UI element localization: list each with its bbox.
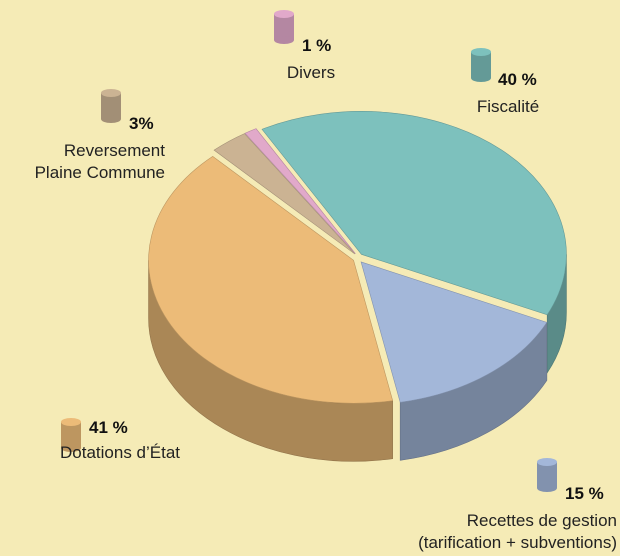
legend-icon xyxy=(471,52,491,78)
slice xyxy=(244,128,356,254)
slice xyxy=(261,111,567,316)
category-label: Recettes de gestion (tarification + subv… xyxy=(418,511,617,552)
legend-icon xyxy=(101,93,121,119)
slice xyxy=(148,156,394,404)
legend-icon xyxy=(537,484,557,492)
category-label: Reversement Plaine Commune xyxy=(34,141,165,182)
legend-icon xyxy=(274,14,294,40)
legend-icon xyxy=(101,115,121,123)
value-label: 41 % xyxy=(89,418,128,437)
legend-icon xyxy=(101,89,121,97)
value-label: 40 % xyxy=(498,70,537,89)
legend-icon xyxy=(61,418,81,426)
value-label: 1 % xyxy=(302,36,332,55)
legend-icon xyxy=(537,458,557,466)
slice xyxy=(360,261,548,403)
value-label: 15 % xyxy=(565,484,604,503)
value-label: 3% xyxy=(129,114,154,133)
legend-icon xyxy=(274,36,294,44)
legend-icon xyxy=(537,462,557,488)
category-label: Divers xyxy=(286,63,336,82)
legend-icon xyxy=(471,74,491,82)
legend-icon xyxy=(471,48,491,56)
legend-icon xyxy=(274,10,294,18)
category-label: Fiscalité xyxy=(476,97,540,116)
legend-icon xyxy=(61,422,81,448)
slice xyxy=(213,133,356,255)
legend-icon xyxy=(61,444,81,452)
category-label: Dotations d’État xyxy=(60,443,181,462)
